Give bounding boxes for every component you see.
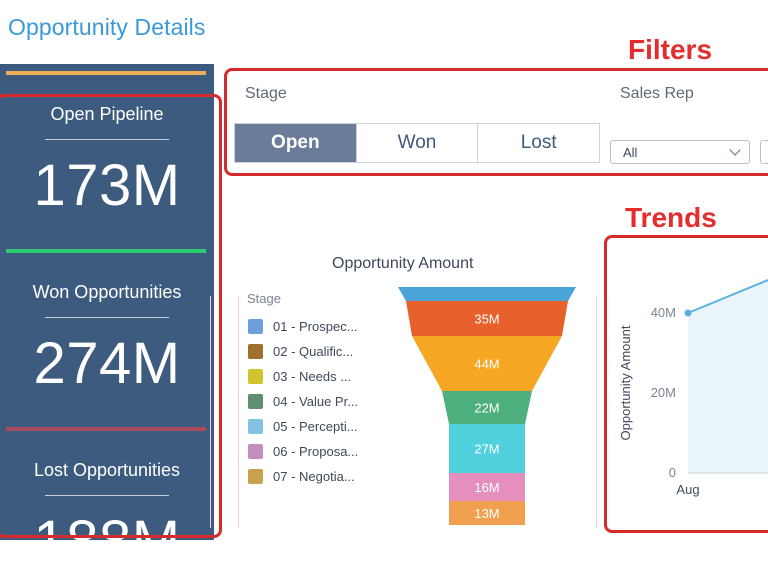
kpi-label: Won Opportunities: [32, 282, 182, 302]
sales-rep-value: All: [623, 145, 638, 160]
legend-swatch: [248, 444, 263, 459]
kpi-lost-opportunities[interactable]: Lost Opportunities 188M: [0, 460, 214, 540]
trends-annotation: Trends: [625, 202, 717, 233]
stage-filter-label: Stage: [245, 85, 287, 102]
kpi-divider: [45, 139, 169, 140]
kpi-label: Open Pipeline: [50, 104, 164, 124]
kpi-value: 188M: [0, 508, 214, 540]
trend-y-tick-label: 40M: [651, 305, 676, 320]
stage-lost-button[interactable]: Lost: [477, 124, 600, 162]
legend-label: 01 - Prospec...: [273, 319, 358, 334]
guide-line: [210, 296, 211, 528]
trend-x-tick-label: Aug: [676, 482, 699, 497]
legend-item[interactable]: 07 - Negotia...: [240, 464, 390, 489]
kpi-value: 274M: [33, 331, 181, 396]
kpi-open-pipeline[interactable]: Open Pipeline 173M: [0, 104, 214, 219]
legend-item[interactable]: 03 - Needs ...: [240, 364, 390, 389]
legend-item[interactable]: 06 - Proposa...: [240, 439, 390, 464]
kpi-divider: [45, 495, 169, 496]
legend-swatch: [248, 344, 263, 359]
legend-label: 04 - Value Pr...: [273, 394, 359, 409]
trend-line: [687, 279, 768, 314]
trend-area: [688, 280, 768, 473]
guide-line: [238, 296, 239, 528]
funnel-band[interactable]: [449, 501, 525, 525]
kpi-label: Lost Opportunities: [33, 460, 181, 480]
legend-item[interactable]: 05 - Percepti...: [240, 414, 390, 439]
funnel-chart: 35M 44M 22M 27M 16M 13M: [398, 287, 576, 525]
legend-swatch: [248, 369, 263, 384]
funnel-band[interactable]: [449, 473, 525, 501]
trend-y-tick-label: 0: [669, 465, 676, 480]
legend-item[interactable]: 01 - Prospec...: [240, 314, 390, 339]
legend-label: 07 - Negotia...: [273, 469, 355, 484]
sidebar-top-accent: [6, 71, 206, 75]
secondary-filter-select[interactable]: [760, 140, 768, 164]
kpi-value: 173M: [33, 153, 181, 218]
page-title: Opportunity Details: [8, 14, 206, 40]
filters-annotation: Filters: [628, 34, 713, 65]
legend-swatch: [248, 319, 263, 334]
stage-toggle-group: Open Won Lost: [234, 123, 600, 163]
funnel-band[interactable]: [449, 424, 525, 473]
funnel-band-label: 35M: [474, 312, 499, 327]
legend-item[interactable]: 04 - Value Pr...: [240, 389, 390, 414]
kpi-divider: [45, 317, 169, 318]
chevron-down-icon: [729, 144, 741, 156]
trend-y-axis-title: Opportunity Amount: [618, 325, 633, 440]
funnel-band-label: 27M: [474, 442, 499, 457]
funnel-band[interactable]: [406, 301, 568, 336]
funnel-band-label: 44M: [474, 357, 499, 372]
legend-label: 05 - Percepti...: [273, 419, 358, 434]
legend-label: 06 - Proposa...: [273, 444, 359, 459]
stage-won-button[interactable]: Won: [355, 124, 478, 162]
funnel-band-label: 22M: [474, 401, 499, 416]
funnel-legend-title: Stage: [247, 291, 281, 306]
guide-line: [596, 296, 597, 528]
trend-y-tick-label: 20M: [651, 385, 676, 400]
legend-label: 02 - Qualific...: [273, 344, 354, 359]
legend-swatch: [248, 419, 263, 434]
kpi-separator-green: [6, 249, 206, 253]
kpi-separator-maroon: [6, 427, 206, 431]
funnel-band-label: 13M: [474, 506, 499, 521]
kpi-sidebar: Open Pipeline 173M Won Opportunities 274…: [0, 64, 214, 540]
sales-rep-filter-label: Sales Rep: [620, 85, 694, 102]
funnel-band[interactable]: [442, 391, 532, 424]
sales-rep-select[interactable]: All: [610, 140, 750, 164]
stage-open-button[interactable]: Open: [235, 124, 356, 162]
funnel-band[interactable]: [412, 336, 562, 391]
funnel-chart-title: Opportunity Amount: [332, 255, 474, 272]
legend-swatch: [248, 469, 263, 484]
legend-label: 03 - Needs ...: [273, 369, 352, 384]
kpi-won-opportunities[interactable]: Won Opportunities 274M: [0, 282, 214, 397]
funnel-band[interactable]: [398, 287, 576, 301]
funnel-band-label: 16M: [474, 480, 499, 495]
legend-swatch: [248, 394, 263, 409]
trend-data-point[interactable]: [684, 309, 692, 317]
legend-item[interactable]: 02 - Qualific...: [240, 339, 390, 364]
